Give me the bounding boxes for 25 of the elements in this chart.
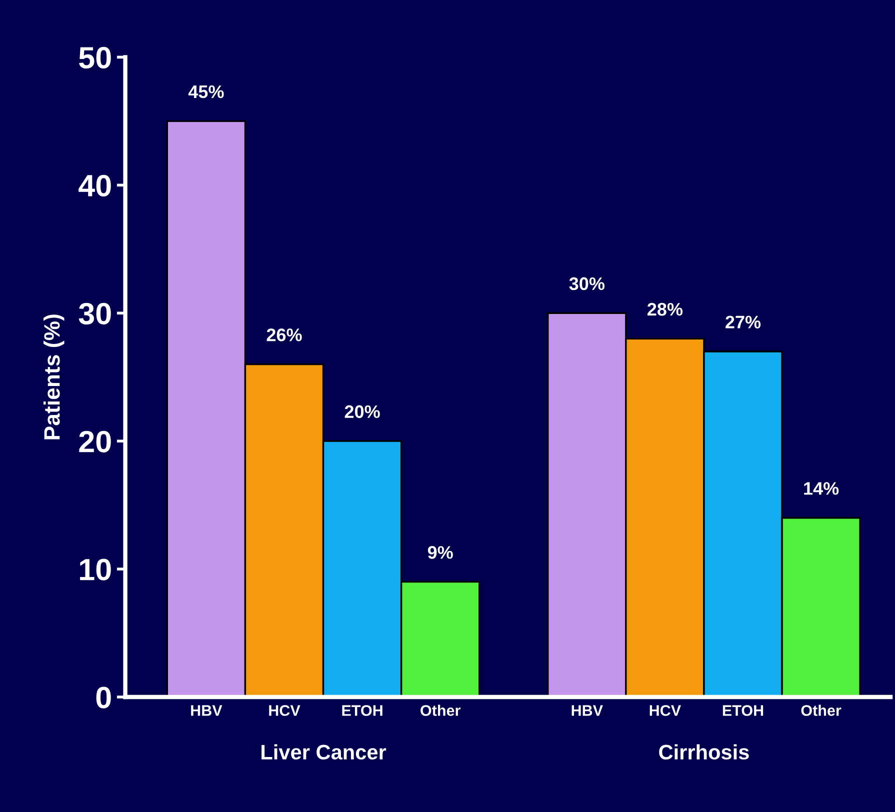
data-label: 14% <box>804 482 839 495</box>
y-tick-label: 40 <box>78 174 111 197</box>
y-tick-label: 0 <box>96 686 111 708</box>
data-label: 26% <box>266 328 302 342</box>
y-tick-label: 20 <box>79 430 111 452</box>
text: HBV <box>572 705 603 716</box>
data-label: 9% <box>428 546 453 559</box>
series-label: HCV <box>269 705 300 716</box>
x-tick-label: Liver Cancer <box>262 744 386 760</box>
series-label: HBV <box>191 705 222 716</box>
series-label: ETOH <box>342 705 382 716</box>
y-tick-label: 50 <box>79 46 111 69</box>
data-label: 28% <box>648 302 683 316</box>
y-axis-title: Patients (%) <box>44 314 64 440</box>
y-tick-label: 10 <box>80 558 111 580</box>
text: ETOH <box>722 705 764 716</box>
data-label: 30% <box>569 277 605 290</box>
text: HCV <box>650 705 681 716</box>
text: Other <box>801 704 842 716</box>
data-label: 20% <box>344 405 380 418</box>
data-label: 27% <box>726 316 761 328</box>
data-label: 45% <box>188 85 224 98</box>
x-tick-label: Cirrhosis <box>659 744 749 760</box>
y-tick-label: 30 <box>78 302 111 325</box>
series-label: Other <box>420 704 460 716</box>
